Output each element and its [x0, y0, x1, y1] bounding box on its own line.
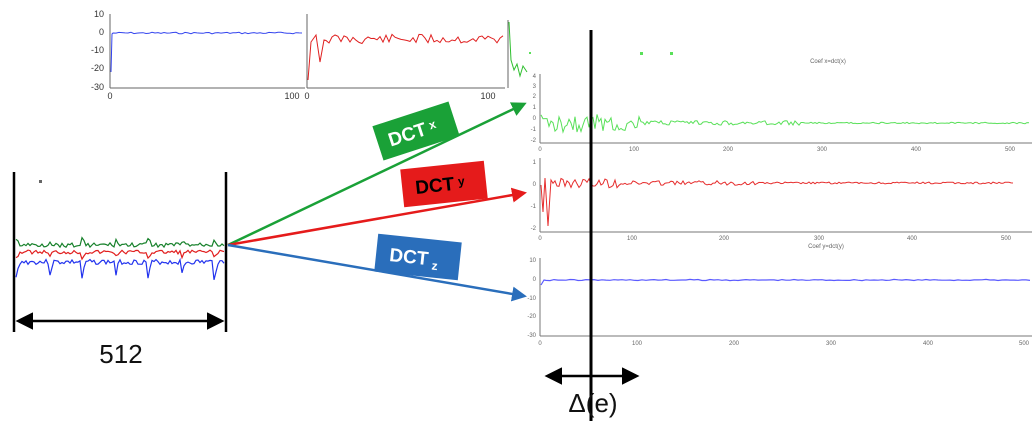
dct-x-label: DCTx	[372, 101, 460, 161]
coef-z-x-tick: 100	[632, 341, 643, 347]
coef-x-y-tick: 3	[533, 84, 537, 90]
arrow-dct-y	[227, 187, 527, 247]
coef-x-y-tick: 1	[533, 105, 537, 111]
coef-panel-y: 1 0 -1 -2 0 100 200 300 400 500 Coef y=d…	[531, 158, 1032, 250]
coef-y-x-tick: 200	[719, 236, 730, 242]
coef-panel-z: 10 0 -10 -20 -30 0 100 200 300 400 500	[527, 258, 1032, 347]
top-red-trace	[307, 33, 504, 81]
coef-z-y-tick: -20	[527, 314, 536, 320]
coef-x-y-tick: 4	[533, 74, 537, 80]
coef-x-x-tick: 400	[911, 147, 922, 153]
top-y-tick: -20	[91, 63, 104, 73]
dct-x-sub: x	[427, 117, 438, 132]
coef-z-y-tick: -10	[527, 296, 536, 302]
coef-x-y-tick: 0	[533, 116, 537, 122]
input-signal-block: 512	[12, 172, 228, 369]
dct-y-main: DCT	[414, 174, 455, 199]
coef-x-x-tick: 500	[1005, 147, 1016, 153]
coef-y-y-tick: 1	[533, 160, 537, 166]
coef-z-x-tick: 500	[1019, 341, 1030, 347]
coef-x-x-tick: 300	[817, 147, 828, 153]
dct-z-label: DCT z	[374, 233, 462, 281]
coef-panel-x: Coef x=dct(x) 4 3 2 1 0 -1 -2 0 100 200 …	[529, 52, 1032, 153]
top-blue-trace	[110, 31, 303, 73]
coef-z-trace	[540, 278, 1031, 286]
input-signal-y	[15, 249, 225, 261]
coef-x-y-tick: -1	[531, 127, 537, 133]
coef-z-y-tick: 0	[533, 277, 537, 283]
top-x-tick: 100	[480, 91, 495, 101]
coef-z-y-tick: -30	[527, 333, 536, 339]
input-signal-z	[15, 257, 225, 280]
top-y-tick: 0	[99, 27, 104, 37]
coef-y-x-tick: 500	[1001, 236, 1012, 242]
dct-y-sub: y	[457, 174, 465, 189]
coef-z-x-tick: 0	[538, 341, 542, 347]
top-x-tick: 0	[107, 91, 112, 101]
coef-z-y-tick: 10	[529, 258, 536, 264]
coef-x-x-tick: 200	[723, 147, 734, 153]
cutoff-label: Δ(e)	[568, 388, 617, 418]
top-row-plots: 10 0 -10 -20 -30 0 100 0 100	[91, 9, 528, 101]
top-y-tick: -30	[91, 82, 104, 92]
coef-x-x-tick: 0	[538, 147, 542, 153]
top-y-tick: -10	[91, 45, 104, 55]
coef-y-title: Coef y=dct(y)	[808, 244, 844, 250]
top-plot-middle: 0 100	[304, 14, 505, 101]
coef-x-trace	[540, 114, 1030, 134]
coef-x-x-tick: 100	[629, 147, 640, 153]
coef-y-y-tick: -1	[531, 204, 537, 210]
coef-x-y-tick: -2	[531, 138, 537, 144]
coef-z-x-tick: 300	[826, 341, 837, 347]
coef-x-y-tick: 2	[533, 94, 537, 100]
coef-y-x-tick: 0	[538, 236, 542, 242]
input-signal-x	[15, 236, 225, 249]
top-plot-left: 10 0 -10 -20 -30 0 100	[91, 9, 305, 101]
coef-y-x-tick: 300	[814, 236, 825, 242]
coef-y-x-tick: 100	[627, 236, 638, 242]
coef-y-y-tick: 0	[533, 182, 537, 188]
cutoff-marker: Δ(e)	[544, 30, 640, 421]
coef-y-x-tick: 400	[907, 236, 918, 242]
coef-z-x-tick: 200	[729, 341, 740, 347]
dct-z-sub: z	[431, 259, 438, 274]
coef-z-x-tick: 400	[923, 341, 934, 347]
top-green-trace	[508, 21, 528, 78]
coef-x-title: Coef x=dct(x)	[810, 59, 846, 65]
length-label: 512	[99, 339, 142, 369]
top-x-tick: 0	[304, 91, 309, 101]
coef-y-trace	[540, 177, 1014, 227]
dct-y-label: DCT y	[400, 160, 488, 208]
dct-z-main: DCT	[388, 245, 429, 270]
top-plot-right	[507, 20, 528, 88]
top-y-tick: 10	[94, 9, 104, 19]
arrow-dct-x	[227, 102, 527, 247]
coef-y-y-tick: -2	[531, 226, 537, 232]
top-x-tick: 100	[284, 91, 299, 101]
